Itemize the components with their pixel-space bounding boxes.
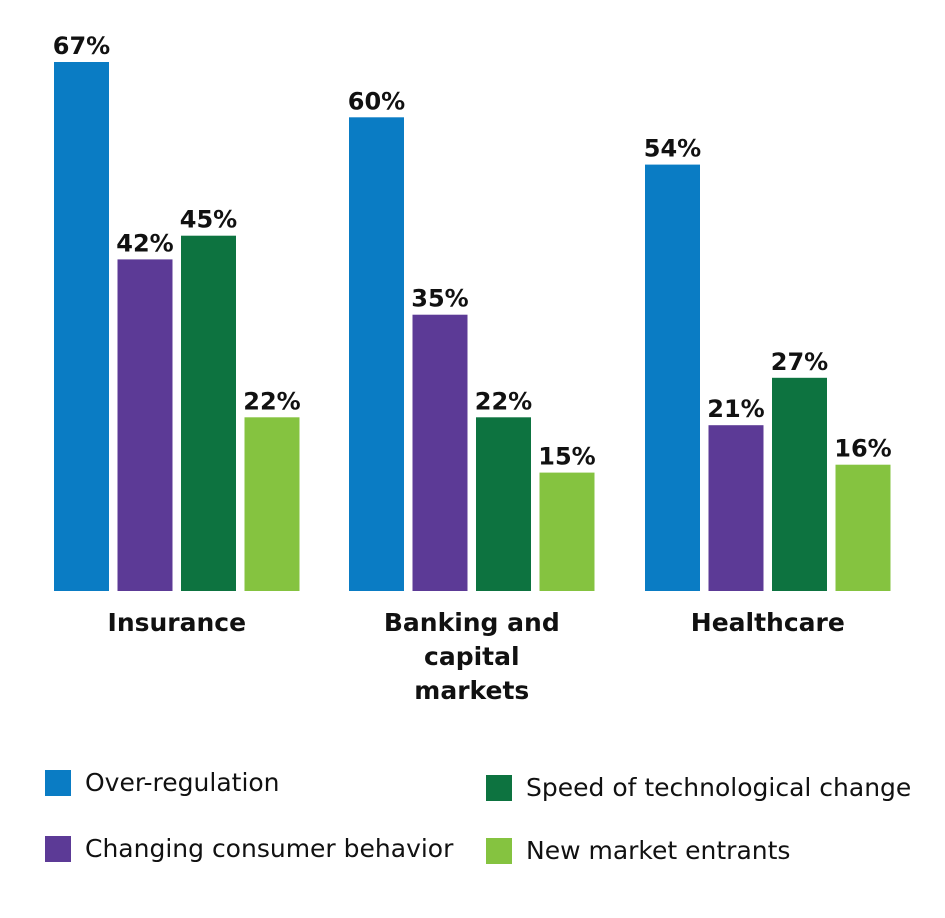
bar-insurance-over-regulation — [54, 62, 109, 591]
data-label-healthcare-changing-consumer-behavior: 21% — [707, 395, 764, 423]
data-label-healthcare-new-market-entrants: 16% — [834, 435, 891, 463]
category-label-healthcare: Healthcare — [691, 608, 845, 637]
bar-healthcare-over-regulation — [645, 164, 700, 591]
data-label-insurance-speed-of-technological-change: 45% — [180, 206, 237, 234]
bar-insurance-changing-consumer-behavior — [117, 259, 173, 591]
category-label-line: Insurance — [108, 608, 247, 637]
bar-healthcare-new-market-entrants — [835, 464, 891, 591]
category-label-banking-and-capital-markets: Banking and capital markets — [384, 608, 560, 705]
data-label-insurance-new-market-entrants: 22% — [243, 387, 300, 415]
bar-banking-and-capital-markets-new-market-entrants — [539, 472, 595, 591]
bars-layer — [54, 62, 891, 592]
category-label-line: capital — [424, 642, 520, 671]
value-labels-layer: 67%42%45%22%60%35%22%15%54%21%27%16% — [53, 32, 892, 471]
bar-healthcare-speed-of-technological-change — [772, 377, 827, 591]
bar-insurance-new-market-entrants — [244, 417, 300, 591]
category-label-insurance: Insurance — [108, 608, 247, 637]
category-label-line: Healthcare — [691, 608, 845, 637]
data-label-banking-and-capital-markets-changing-consumer-behavior: 35% — [411, 285, 468, 313]
data-label-banking-and-capital-markets-new-market-entrants: 15% — [538, 443, 595, 471]
category-labels-layer: Insurance Banking and capital markets Health… — [108, 608, 845, 705]
bar-banking-and-capital-markets-speed-of-technological-change — [476, 417, 531, 591]
data-label-insurance-changing-consumer-behavior: 42% — [116, 229, 173, 257]
data-label-banking-and-capital-markets-speed-of-technological-change: 22% — [475, 387, 532, 415]
bar-banking-and-capital-markets-over-regulation — [349, 117, 404, 592]
data-label-healthcare-over-regulation: 54% — [644, 135, 701, 163]
data-label-banking-and-capital-markets-over-regulation: 60% — [348, 87, 405, 115]
category-label-line: Banking and — [384, 608, 560, 637]
bar-insurance-speed-of-technological-change — [181, 235, 236, 591]
category-label-line: markets — [414, 676, 529, 705]
bar-banking-and-capital-markets-changing-consumer-behavior — [412, 314, 468, 591]
bar-healthcare-changing-consumer-behavior — [708, 425, 764, 591]
data-label-insurance-over-regulation: 67% — [53, 32, 110, 60]
data-label-healthcare-speed-of-technological-change: 27% — [771, 348, 828, 376]
